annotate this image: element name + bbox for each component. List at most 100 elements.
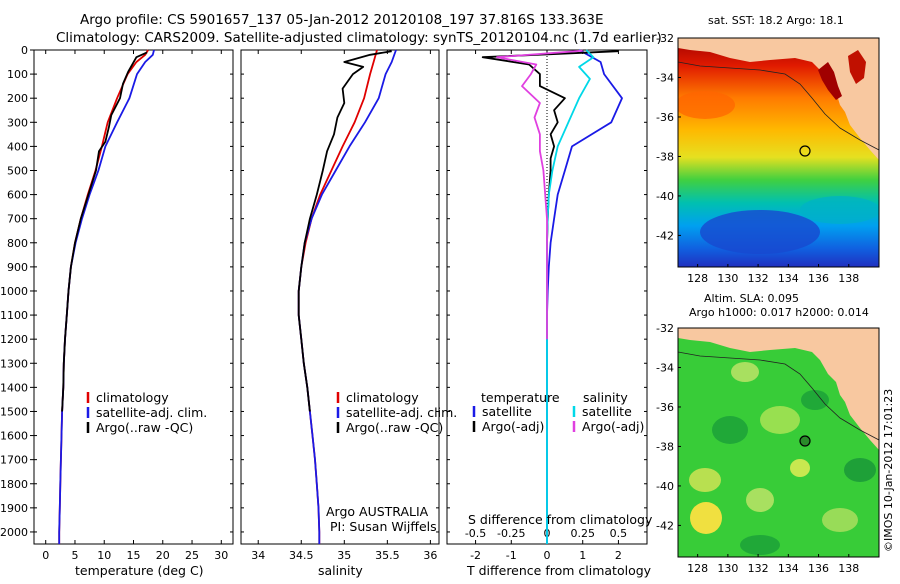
x-tick-label: 34 xyxy=(251,549,265,562)
map-lon-label: 138 xyxy=(838,562,859,575)
sst-map-axes: 128 130 132 134 136 138 -32 -34 -36 -38 -40 -42 xyxy=(656,32,859,285)
sla-shelf-contour xyxy=(678,351,879,441)
series-line-argo-raw-qc- xyxy=(297,50,392,412)
sla-high-patch xyxy=(790,459,810,477)
depth-tick-label: 1600 xyxy=(0,430,28,443)
x-tick-label: 30 xyxy=(214,549,228,562)
salinity-legend: climatology satellite-adj. clim. Argo(..… xyxy=(336,390,457,435)
difference-legend: temperature salinity satellite Argo(-adj… xyxy=(472,390,644,434)
figure-title-line2: Climatology: CARS2009. Satellite-adjuste… xyxy=(56,30,662,46)
sst-gulf-water xyxy=(818,62,842,100)
map-lat-label: -34 xyxy=(656,71,674,84)
map-lon-label: 128 xyxy=(687,562,708,575)
depth-tick-label: 1000 xyxy=(0,285,28,298)
x-tick-label: 25 xyxy=(185,549,199,562)
sla-high-patch xyxy=(746,488,774,512)
depth-tick-label: 2000 xyxy=(0,526,28,539)
depth-tick-label: 900 xyxy=(7,261,28,274)
x-tick-label: 20 xyxy=(156,549,170,562)
series-line-climatology xyxy=(58,49,149,544)
map-lon-label: 130 xyxy=(717,562,738,575)
x-tick-label: 36 xyxy=(423,549,437,562)
depth-tick-label: 400 xyxy=(7,140,28,153)
legend-label-argo: Argo(..raw -QC) xyxy=(346,420,443,435)
series-line-salinity-argo-adj- xyxy=(496,49,583,340)
map-lat-label: -32 xyxy=(656,32,674,45)
legend-label-temp-argo: Argo(-adj) xyxy=(482,419,544,434)
sla-high-patch xyxy=(689,468,721,492)
sla-high-patch xyxy=(760,406,800,434)
map-lat-label: -36 xyxy=(656,111,674,124)
sst-map xyxy=(678,38,879,267)
principal-investigator-label: PI: Susan Wijffels xyxy=(330,519,437,534)
map-lat-label: -40 xyxy=(656,480,674,493)
s-tick-label: -0.25 xyxy=(497,527,525,540)
depth-tick-label: 600 xyxy=(7,189,28,202)
depth-tick-label: 800 xyxy=(7,237,28,250)
sla-map-title-line2: Argo h1000: 0.017 h2000: 0.014 xyxy=(689,306,869,319)
depth-tick-label: 1400 xyxy=(0,381,28,394)
legend-title-temperature: temperature xyxy=(481,390,560,405)
x-tick-label: 0 xyxy=(544,549,551,562)
depth-tick-label: 100 xyxy=(7,68,28,81)
sla-map-title-line1: Altim. SLA: 0.095 xyxy=(704,292,799,305)
sst-map-frame xyxy=(677,37,880,268)
difference-panel: -2 -1 0 1 2-0.5 -0.25 0 0.25 0.5 xyxy=(447,49,647,562)
sla-low-patch xyxy=(801,390,829,410)
x-tick-label: 2 xyxy=(615,549,622,562)
map-lat-label: -42 xyxy=(656,229,674,242)
x-tick-label: 34.5 xyxy=(289,549,314,562)
sst-argo-marker xyxy=(799,145,811,157)
sla-map xyxy=(678,328,879,557)
map-lat-label: -42 xyxy=(656,519,674,532)
map-lat-label: -32 xyxy=(656,322,674,335)
depth-tick-label: 1500 xyxy=(0,405,28,418)
legend-label-argo: Argo(..raw -QC) xyxy=(96,420,193,435)
map-lon-label: 132 xyxy=(748,562,769,575)
sla-low-patch xyxy=(740,535,780,555)
series-line-satellite-adj-clim- xyxy=(297,49,397,544)
depth-tick-label: 1700 xyxy=(0,454,28,467)
temperature-legend: climatology satellite-adj. clim. Argo(..… xyxy=(86,390,207,435)
series-line-temperature-satellite xyxy=(546,49,623,544)
s-difference-axis-label: S difference from climatology xyxy=(468,512,653,527)
legend-label-temp-satellite: satellite xyxy=(482,404,532,419)
map-lon-label: 138 xyxy=(838,272,859,285)
series-line-salinity-satellite xyxy=(546,49,595,544)
map-lon-label: 134 xyxy=(778,272,799,285)
sla-map-frame xyxy=(677,327,880,558)
depth-tick-label: 1100 xyxy=(0,309,28,322)
x-tick-label: 0 xyxy=(42,549,49,562)
salinity-axis-label: salinity xyxy=(318,563,363,578)
depth-tick-label: 1900 xyxy=(0,502,28,515)
x-tick-label: 1 xyxy=(579,549,586,562)
map-lon-label: 134 xyxy=(778,562,799,575)
series-line-argo-raw-qc- xyxy=(61,51,148,412)
salinity-panel: 34 34.5 35 35.5 36 xyxy=(241,49,439,562)
map-lon-label: 136 xyxy=(808,272,829,285)
figure-title-line1: Argo profile: CS 5901657_137 05-Jan-2012… xyxy=(80,12,603,28)
legend-label-climatology: climatology xyxy=(96,390,169,405)
legend-label-satellite: satellite-adj. clim. xyxy=(96,405,207,420)
float-program-label: Argo AUSTRALIA xyxy=(326,504,429,519)
salinity-panel-frame xyxy=(240,49,440,545)
series-line-climatology xyxy=(297,49,378,544)
t-difference-axis-label: T difference from climatology xyxy=(466,563,652,578)
legend-label-climatology: climatology xyxy=(346,390,419,405)
sla-high-patch xyxy=(690,502,722,534)
x-tick-label: 35 xyxy=(337,549,351,562)
sst-cool-patch xyxy=(700,210,820,254)
sst-warm-patch xyxy=(678,91,735,119)
sla-high-patch xyxy=(822,508,858,532)
legend-label-sal-argo: Argo(-adj) xyxy=(582,419,644,434)
map-lat-label: -34 xyxy=(656,361,674,374)
depth-tick-label: 1200 xyxy=(0,333,28,346)
depth-tick-label: 300 xyxy=(7,116,28,129)
sla-argo-marker xyxy=(799,435,811,447)
x-tick-label: -1 xyxy=(506,549,517,562)
depth-tick-label: 200 xyxy=(7,92,28,105)
x-tick-label: 5 xyxy=(71,549,78,562)
depth-tick-label: 0 xyxy=(21,44,28,57)
s-tick-label: 0.5 xyxy=(610,527,628,540)
